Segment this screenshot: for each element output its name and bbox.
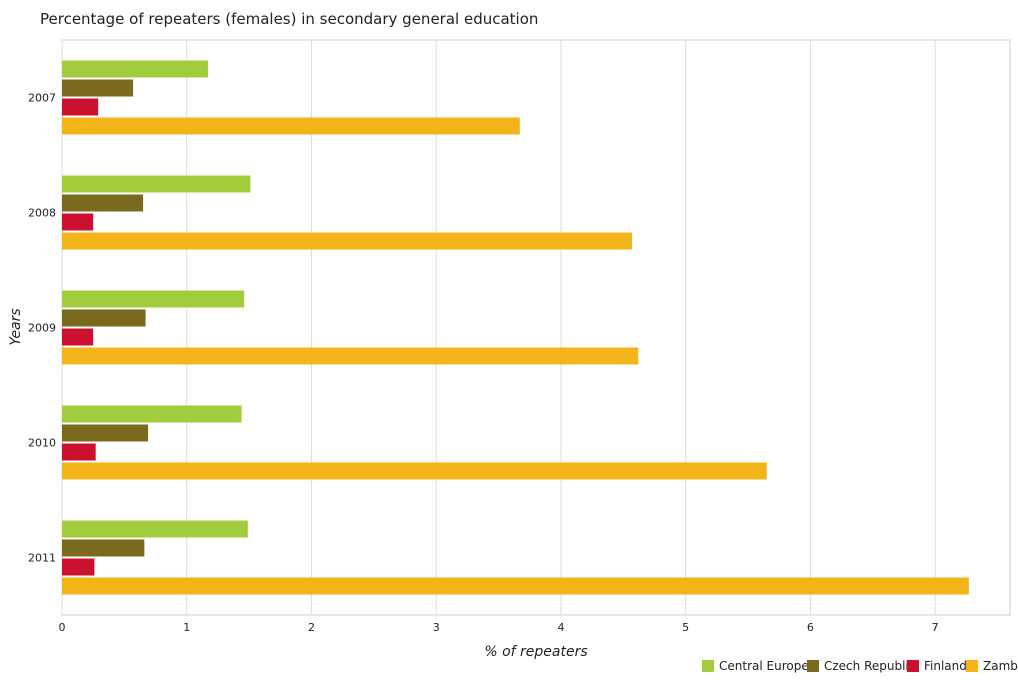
legend-swatch-zambia <box>966 660 978 672</box>
x-tick-label: 6 <box>807 621 814 634</box>
bar-central-europe-2011 <box>62 520 248 538</box>
x-tick-labels: 0 1 2 3 4 5 6 7 <box>59 621 939 634</box>
legend: Central Europe Czech Republic Finland Zambi… <box>702 659 1018 673</box>
bar-czech-republic-2010 <box>62 424 149 442</box>
x-tick-label: 0 <box>59 621 66 634</box>
bar-finland-2011 <box>62 558 95 576</box>
bar-czech-republic-2009 <box>62 309 146 327</box>
x-tick-label: 7 <box>932 621 939 634</box>
legend-swatch-finland <box>907 660 919 672</box>
gridlines <box>61 40 936 615</box>
x-tick-label: 4 <box>557 621 564 634</box>
plot-area <box>61 39 1011 616</box>
legend-swatch-central-europe <box>702 660 714 672</box>
y-tick-label: 2009 <box>28 322 56 335</box>
x-tick-label: 2 <box>308 621 315 634</box>
bar-finland-2010 <box>62 443 96 461</box>
bar-finland-2008 <box>62 213 94 231</box>
bar-zambia-2007 <box>62 117 520 135</box>
legend-swatch-czech-republic <box>807 660 819 672</box>
bar-central-europe-2009 <box>62 290 245 308</box>
x-tick-label: 1 <box>183 621 190 634</box>
y-tick-label: 2011 <box>28 552 56 565</box>
bar-czech-republic-2011 <box>62 539 145 557</box>
bar-central-europe-2007 <box>62 60 208 78</box>
bars <box>62 60 969 595</box>
bar-finland-2007 <box>62 98 99 116</box>
y-tick-label: 2008 <box>28 207 56 220</box>
legend-label-czech-republic: Czech Republic <box>824 659 915 673</box>
bar-czech-republic-2008 <box>62 194 144 212</box>
y-tick-label: 2007 <box>28 92 56 105</box>
legend-label-finland: Finland <box>924 659 967 673</box>
bar-zambia-2008 <box>62 232 633 250</box>
bar-zambia-2010 <box>62 462 767 480</box>
bar-czech-republic-2007 <box>62 79 134 97</box>
bar-central-europe-2010 <box>62 405 242 423</box>
bar-zambia-2011 <box>62 577 969 595</box>
y-tick-label: 2010 <box>28 437 56 450</box>
bar-zambia-2009 <box>62 347 639 365</box>
legend-label-central-europe: Central Europe <box>719 659 809 673</box>
x-tick-label: 3 <box>433 621 440 634</box>
x-axis-label: % of repeaters <box>484 644 587 660</box>
legend-label-zambia: Zambia <box>983 659 1018 673</box>
y-tick-labels: 2007 2008 2009 2010 2011 <box>28 92 56 565</box>
chart-title: Percentage of repeaters (females) in sec… <box>40 10 538 28</box>
y-axis-label: Years <box>8 308 24 345</box>
x-tick-label: 5 <box>682 621 689 634</box>
bar-central-europe-2008 <box>62 175 251 193</box>
bar-finland-2009 <box>62 328 94 346</box>
